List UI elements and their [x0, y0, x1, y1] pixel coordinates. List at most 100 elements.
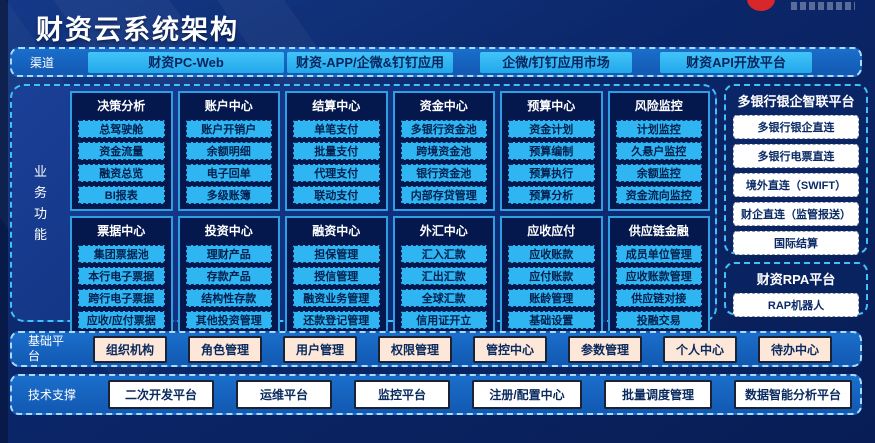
tech-button-batch-scheduling[interactable]: 批量调度管理 [604, 380, 712, 409]
module-item[interactable]: 预算执行 [508, 164, 595, 182]
module-item[interactable]: 久悬户监控 [615, 142, 702, 160]
module-item[interactable]: 理财产品 [185, 245, 272, 263]
base-button-todo-center[interactable]: 待办中心 [758, 335, 832, 363]
module-box-risk-monitoring: 风险监控 计划监控 久悬户监控 余额监控 资金流向监控 [607, 91, 710, 211]
module-item[interactable]: 预算分析 [508, 186, 595, 204]
module-box-receivables-payables: 应收应付 应收账款 应付账款 账龄管理 基础设置 [500, 216, 603, 336]
business-functions-label: 业务功能 [33, 164, 47, 242]
connect-item-bank-direct[interactable]: 多银行银企直连 [733, 115, 859, 139]
module-item[interactable]: 信用证开立 [400, 311, 487, 329]
module-item[interactable]: 还款登记管理 [293, 311, 380, 329]
module-title: 资金中心 [419, 99, 468, 113]
tech-button-registry-config[interactable]: 注册/配置中心 [472, 380, 582, 409]
module-item[interactable]: 融资业务管理 [293, 289, 380, 307]
module-title: 应收应付 [527, 224, 576, 238]
base-button-personal-center[interactable]: 个人中心 [663, 335, 737, 363]
base-button-users[interactable]: 用户管理 [283, 335, 357, 363]
module-item[interactable]: BI报表 [78, 186, 165, 204]
module-item[interactable]: 资金流量 [78, 142, 165, 160]
module-grid: 决策分析 总驾驶舱 资金流量 融资总览 BI报表 账户中心 账户开销户 余额明细… [70, 91, 710, 336]
channel-row-label: 渠道 [30, 55, 55, 70]
module-item[interactable]: 跨境资金池 [400, 142, 487, 160]
module-item[interactable]: 融资总览 [78, 164, 165, 182]
module-item[interactable]: 账龄管理 [508, 289, 595, 307]
left-edge-strip [0, 0, 8, 443]
module-item[interactable]: 单笔支付 [293, 120, 380, 138]
module-title: 结算中心 [312, 99, 361, 113]
module-item[interactable]: 资金流向监控 [615, 186, 702, 204]
module-item[interactable]: 批量支付 [293, 142, 380, 160]
module-item[interactable]: 担保管理 [293, 245, 380, 263]
rpa-platform-title: 财资RPA平台 [756, 272, 836, 287]
module-title: 预算中心 [527, 99, 576, 113]
module-item[interactable]: 存款产品 [185, 267, 272, 285]
module-item[interactable]: 成员单位管理 [615, 245, 702, 263]
module-box-settlement-center: 结算中心 单笔支付 批量支付 代理支付 联动支付 [285, 91, 388, 211]
module-item[interactable]: 其他投资管理 [185, 311, 272, 329]
module-item[interactable]: 银行资金池 [400, 164, 487, 182]
module-item[interactable]: 总驾驶舱 [78, 120, 165, 138]
base-platform-label: 基础平台 [28, 334, 65, 363]
module-item[interactable]: 资金计划 [508, 120, 595, 138]
connect-item-regulatory[interactable]: 财企直连（监管报送） [733, 202, 859, 226]
tech-button-ops-platform[interactable]: 运维平台 [236, 380, 332, 409]
base-button-permissions[interactable]: 权限管理 [378, 335, 452, 363]
module-box-decision-analysis: 决策分析 总驾驶舱 资金流量 融资总览 BI报表 [70, 91, 173, 211]
bank-smart-link-panel: 多银行银企智联平台 多银行银企直连 多银行电票直连 境外直连（SWIFT） 财企… [724, 84, 868, 255]
module-item[interactable]: 集团票据池 [78, 245, 165, 263]
module-title: 投资中心 [204, 224, 253, 238]
module-item[interactable]: 应收账款 [508, 245, 595, 263]
module-item[interactable]: 账户开销户 [185, 120, 272, 138]
module-item[interactable]: 跨行电子票据 [78, 289, 165, 307]
module-item[interactable]: 电子回单 [185, 164, 272, 182]
module-box-bills-center: 票据中心 集团票据池 本行电子票据 跨行电子票据 应收/应付票据 [70, 216, 173, 336]
base-button-roles[interactable]: 角色管理 [188, 335, 262, 363]
module-item[interactable]: 汇出汇款 [400, 267, 487, 285]
brand-logo-icon [747, 0, 775, 11]
module-item[interactable]: 投融交易 [615, 311, 702, 329]
module-item[interactable]: 基础设置 [508, 311, 595, 329]
module-item[interactable]: 多银行资金池 [400, 120, 487, 138]
module-item[interactable]: 应付账款 [508, 267, 595, 285]
module-box-financing-center: 融资中心 担保管理 授信管理 融资业务管理 还款登记管理 [285, 216, 388, 336]
tech-button-secondary-dev[interactable]: 二次开发平台 [108, 380, 214, 409]
module-item[interactable]: 应收/应付票据 [78, 311, 165, 329]
tech-button-data-analysis[interactable]: 数据智能分析平台 [734, 380, 852, 409]
module-box-account-center: 账户中心 账户开销户 余额明细 电子回单 多级账簿 [177, 91, 280, 211]
module-item[interactable]: 本行电子票据 [78, 267, 165, 285]
module-title: 决策分析 [97, 99, 146, 113]
base-button-control-center[interactable]: 管控中心 [473, 335, 547, 363]
module-item[interactable]: 授信管理 [293, 267, 380, 285]
module-item[interactable]: 联动支付 [293, 186, 380, 204]
connect-item-intl-settlement[interactable]: 国际结算 [733, 231, 859, 255]
module-item[interactable]: 结构性存款 [185, 289, 272, 307]
channel-button-open-api[interactable]: 财资API开放平台 [660, 51, 812, 73]
module-item[interactable]: 计划监控 [615, 120, 702, 138]
base-button-organization[interactable]: 组织机构 [93, 335, 167, 363]
module-item[interactable]: 全球汇款 [400, 289, 487, 307]
module-item[interactable]: 汇入汇款 [400, 245, 487, 263]
connect-item-ebill-direct[interactable]: 多银行电票直连 [733, 144, 859, 168]
module-item[interactable]: 内部存贷管理 [400, 186, 487, 204]
connect-item-swift[interactable]: 境外直连（SWIFT） [733, 173, 859, 197]
channel-button-app[interactable]: 财资-APP/企微&钉钉应用 [287, 51, 453, 73]
base-button-parameters[interactable]: 参数管理 [568, 335, 642, 363]
module-item[interactable]: 余额明细 [185, 142, 272, 160]
rap-robot-item[interactable]: RAP机器人 [733, 293, 859, 317]
module-item[interactable]: 代理支付 [293, 164, 380, 182]
tech-support-row: 技术支撑 二次开发平台 运维平台 监控平台 注册/配置中心 批量调度管理 数据智… [10, 374, 862, 415]
channel-button-pc-web[interactable]: 财资PC-Web [88, 51, 284, 73]
module-item[interactable]: 供应链对接 [615, 289, 702, 307]
module-box-funds-center: 资金中心 多银行资金池 跨境资金池 银行资金池 内部存贷管理 [392, 91, 495, 211]
channel-button-app-market[interactable]: 企微/钉钉应用市场 [480, 51, 632, 73]
module-box-budget-center: 预算中心 资金计划 预算编制 预算执行 预算分析 [500, 91, 603, 211]
business-functions-panel: 业务功能 决策分析 总驾驶舱 资金流量 融资总览 BI报表 账户中心 账户开销户… [10, 84, 717, 336]
module-item[interactable]: 应收账款管理 [615, 267, 702, 285]
module-title: 融资中心 [312, 224, 361, 238]
module-title: 票据中心 [97, 224, 146, 238]
base-platform-row: 基础平台 组织机构 角色管理 用户管理 权限管理 管控中心 参数管理 个人中心 … [10, 331, 862, 367]
module-item[interactable]: 多级账簿 [185, 186, 272, 204]
module-item[interactable]: 余额监控 [615, 164, 702, 182]
module-item[interactable]: 预算编制 [508, 142, 595, 160]
tech-button-monitoring[interactable]: 监控平台 [354, 380, 450, 409]
